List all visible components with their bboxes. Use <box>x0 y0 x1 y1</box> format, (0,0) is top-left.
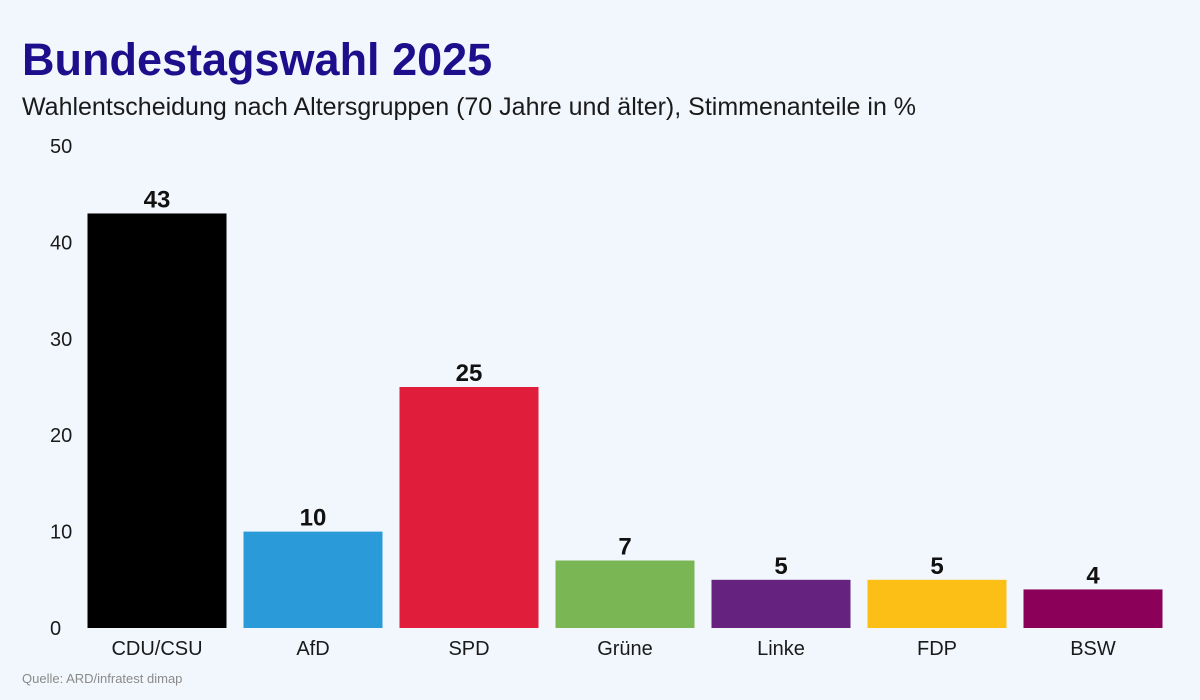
y-tick-label: 40 <box>50 232 72 254</box>
x-category-label: AfD <box>296 638 329 660</box>
x-category-label: Linke <box>757 638 805 660</box>
chart-subtitle: Wahlentscheidung nach Altersgruppen (70 … <box>22 93 917 121</box>
bar-value-label: 7 <box>618 534 631 561</box>
y-tick-label: 30 <box>50 329 72 351</box>
bar <box>399 387 539 628</box>
y-tick-label: 20 <box>50 425 72 447</box>
bar-value-label: 4 <box>1086 562 1100 589</box>
bar <box>1023 589 1163 628</box>
bar <box>867 579 1007 628</box>
y-tick-label: 0 <box>50 618 61 640</box>
source-note: Quelle: ARD/infratest dimap <box>22 671 183 686</box>
bar-value-label: 5 <box>930 553 943 580</box>
bar-value-label: 43 <box>144 186 171 213</box>
bar-value-label: 25 <box>456 360 483 387</box>
x-category-label: CDU/CSU <box>111 638 202 660</box>
x-category-label: Grüne <box>597 638 653 660</box>
bar-value-label: 10 <box>300 505 327 532</box>
y-tick-label: 10 <box>50 522 72 544</box>
bar <box>243 531 383 628</box>
bar <box>87 213 227 629</box>
x-category-label: SPD <box>448 638 489 660</box>
bar <box>555 560 695 628</box>
bar <box>711 579 851 628</box>
bar-value-label: 5 <box>774 553 787 580</box>
x-category-label: FDP <box>917 638 957 660</box>
y-tick-label: 50 <box>50 136 72 158</box>
x-category-label: BSW <box>1070 638 1116 660</box>
chart-title: Bundestagswahl 2025 <box>22 34 493 85</box>
